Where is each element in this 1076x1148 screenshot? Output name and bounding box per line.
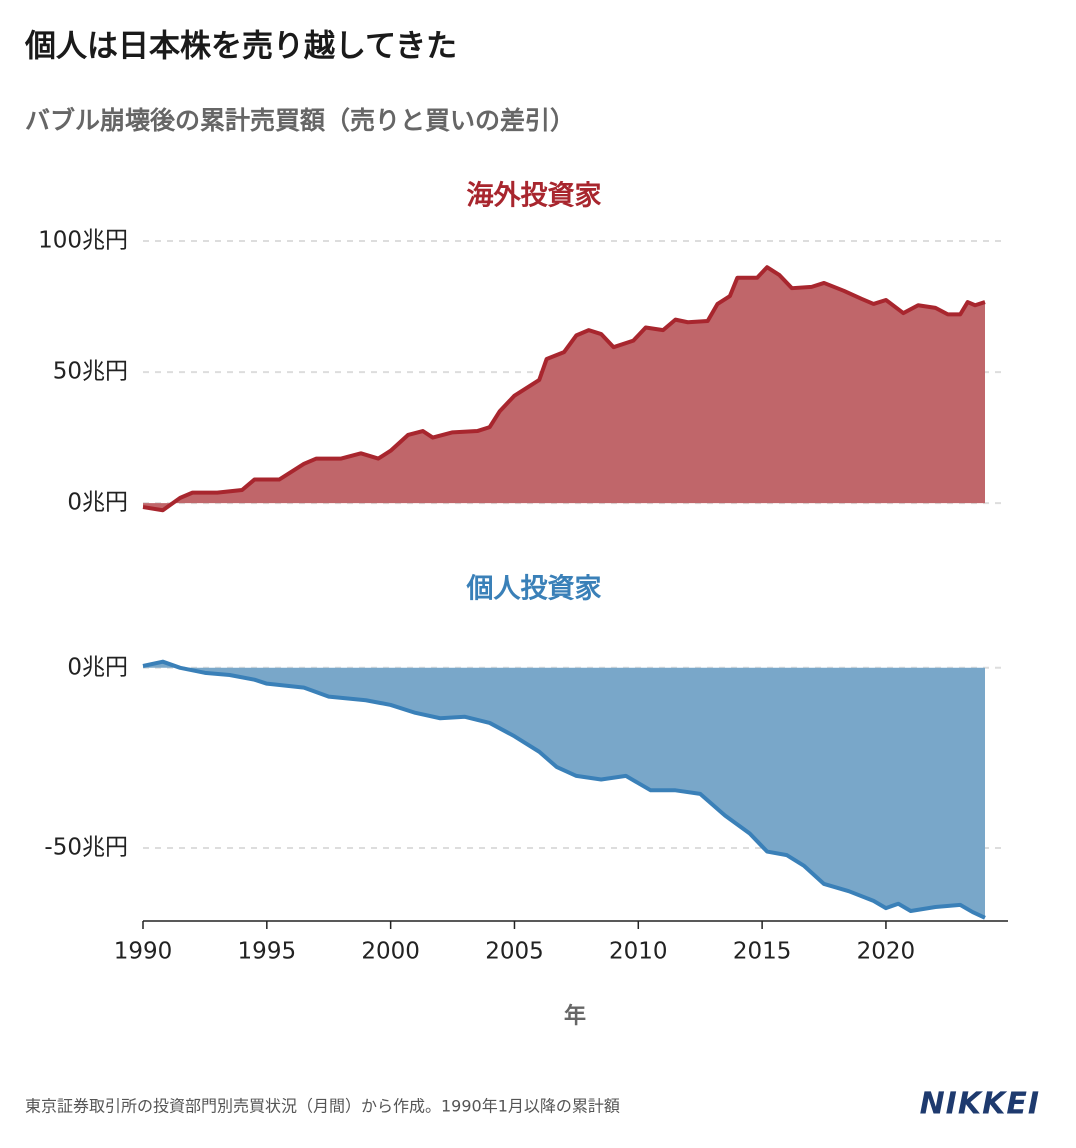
x-tick-label: 2000 [361,939,420,965]
line [142,265,986,513]
x-tick-label: 1995 [238,939,297,965]
x-tick-label: 2015 [733,939,792,965]
logo: NIKKEI [920,1087,1040,1122]
source-note: 東京証券取引所の投資部門別売買状況（月間）から作成。1990年1月以降の累計額 [25,1097,620,1116]
y-tick-label: 0兆円 [67,490,128,516]
panel-title: 個人投資家 [466,574,602,605]
y-tick-label: -50兆円 [44,834,128,860]
area [143,661,985,918]
subtitle: バブル崩壊後の累計売買額（売りと買いの差引） [25,106,575,135]
x-tick-label: 1990 [114,939,173,965]
x-tick-label: 2005 [485,939,544,965]
y-tick-label: 0兆円 [67,654,128,680]
x-axis-label: 年 [564,1003,586,1029]
area [143,267,985,511]
panel-title: 海外投資家 [467,181,602,212]
title: 個人は日本株を売り越してきた [24,29,457,65]
y-tick-label: 50兆円 [53,359,128,385]
x-tick-label: 2020 [857,939,916,965]
x-tick-label: 2010 [609,939,668,965]
y-tick-label: 100兆円 [38,228,128,254]
line [142,659,986,920]
